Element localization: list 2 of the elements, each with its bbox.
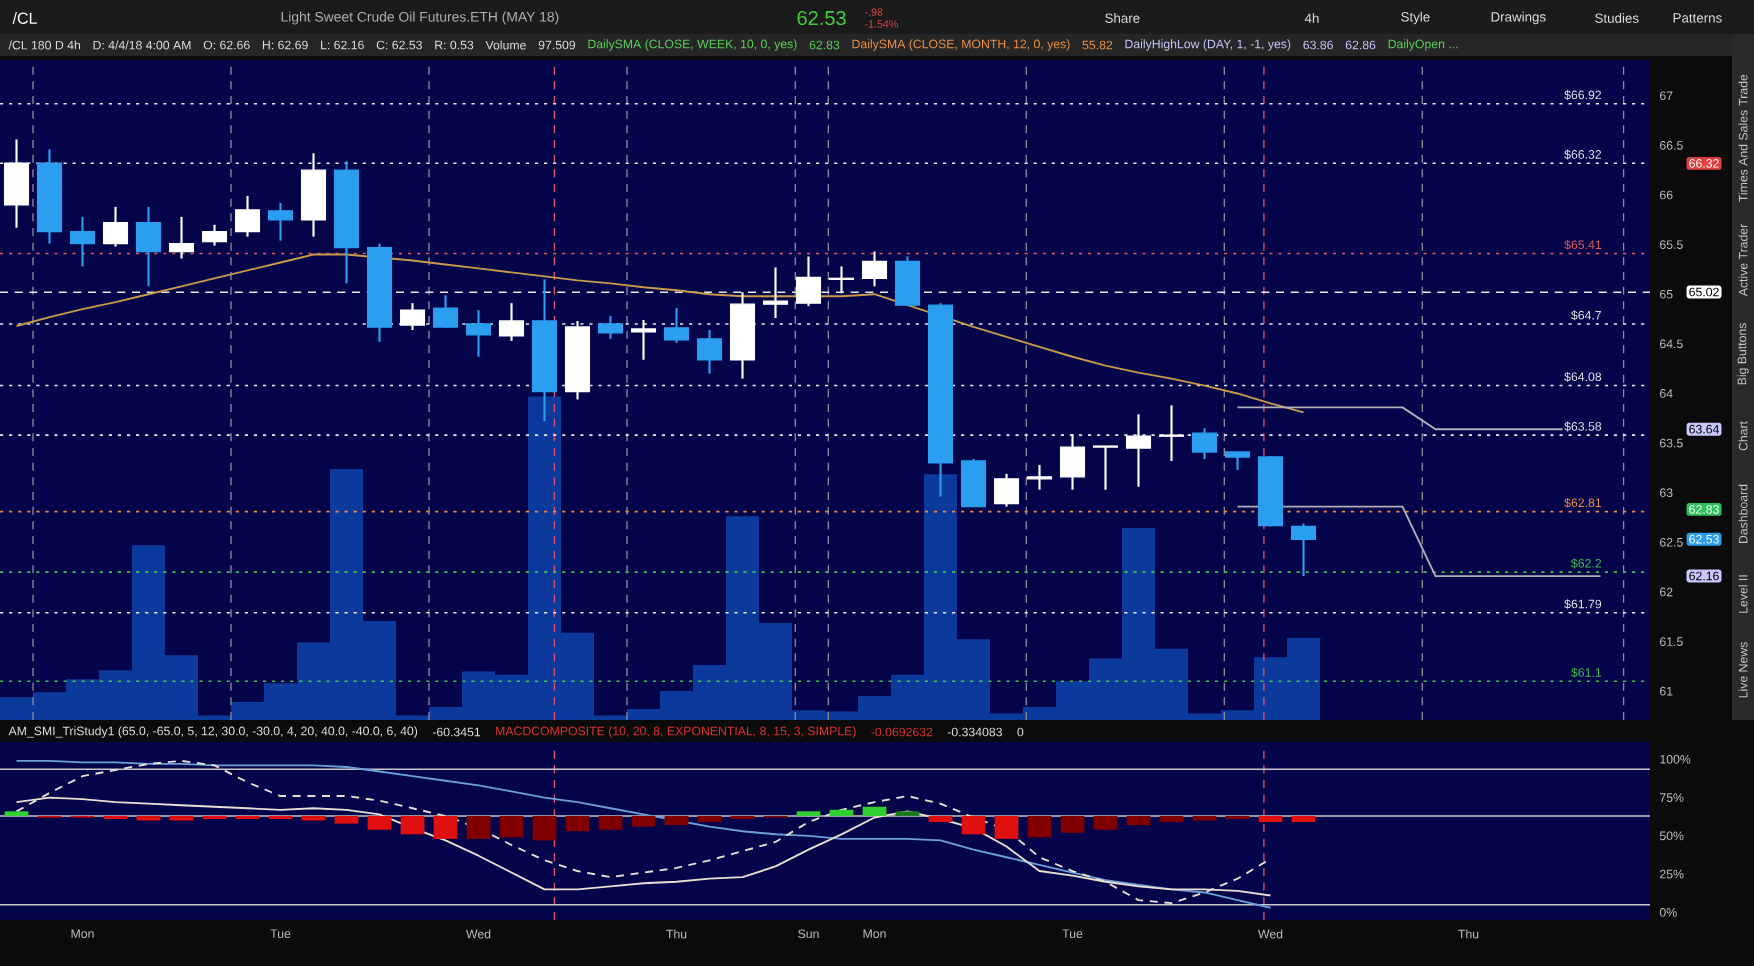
text: /CL (12, 12, 37, 24)
text: 62.53 (797, 10, 846, 26)
